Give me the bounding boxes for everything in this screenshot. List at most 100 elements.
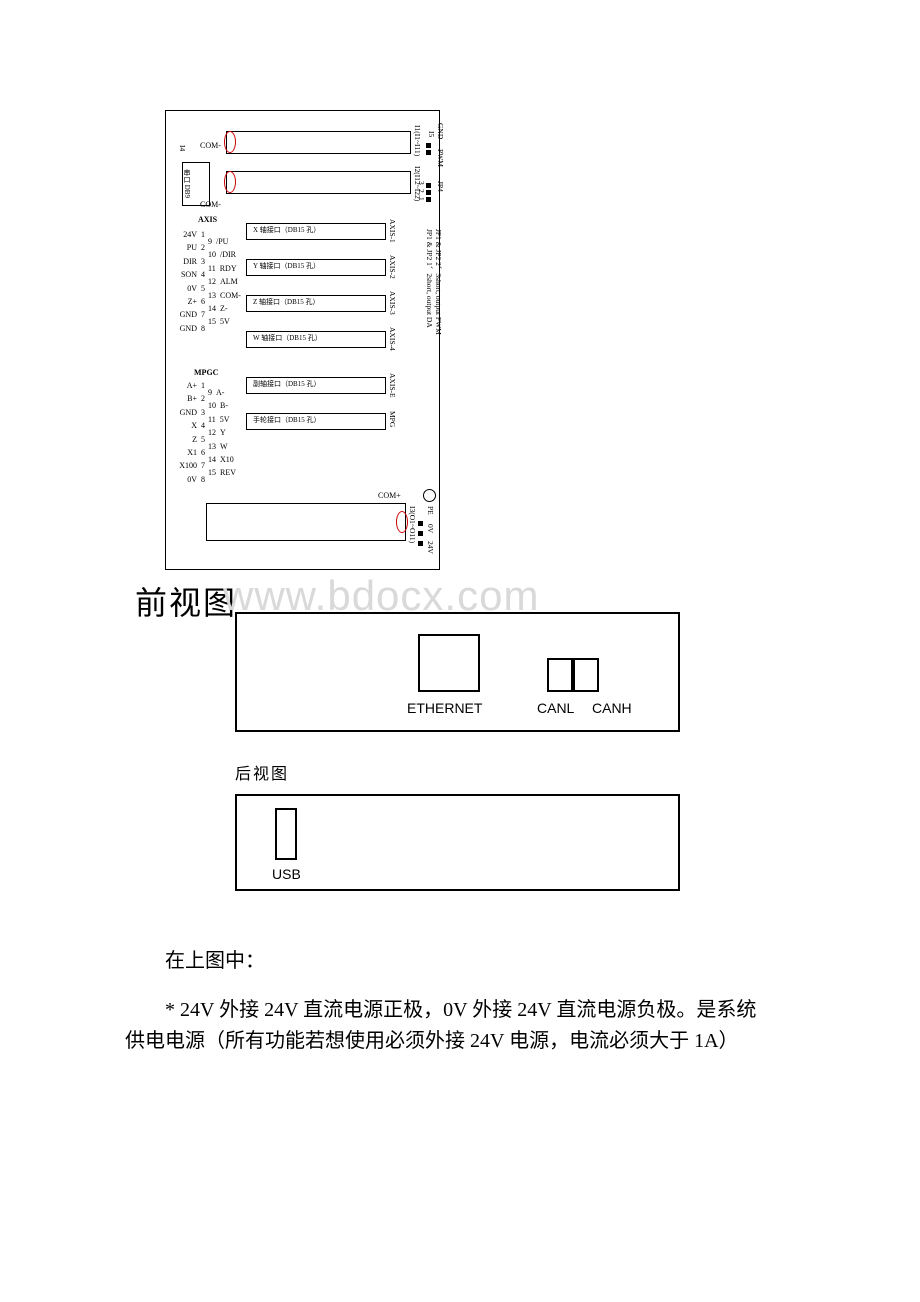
al6b: 7: [201, 310, 205, 319]
ar6b: 5V: [220, 317, 230, 326]
ar0b: /PU: [216, 237, 228, 246]
al0b: 1: [201, 230, 205, 239]
mr3b: Y: [220, 428, 226, 437]
al4b: 5: [201, 284, 205, 293]
ml5b: 6: [201, 448, 205, 457]
al7a: GND: [180, 324, 197, 333]
front-panel: ETHERNET CANL CANH: [235, 612, 680, 732]
ar2a: 11: [208, 264, 216, 273]
ml6b: 7: [201, 461, 205, 470]
mr3a: 12: [208, 428, 216, 437]
ml4a: Z: [192, 435, 197, 444]
i3-range: I3(O1~O11): [408, 506, 417, 543]
pe-hole: [423, 489, 436, 502]
i5-label: I5: [427, 131, 436, 137]
axis-right-col: 9 /PU 10 /DIR 11 RDY 12 ALM 13 COM- 14 Z…: [208, 235, 241, 329]
ar4b: COM-: [220, 291, 241, 300]
ar4a: 13: [208, 291, 216, 300]
com-plus: COM+: [378, 491, 401, 500]
al2a: DIR: [183, 257, 197, 266]
pwr-pin1: [418, 521, 423, 526]
ml3b: 4: [201, 421, 205, 430]
jp-pin5: [426, 197, 431, 202]
conn4-side: AXIS-E: [388, 373, 397, 398]
canh-label: CANH: [592, 700, 632, 716]
back-view-caption: 后视图: [235, 760, 820, 784]
canh-port: [573, 658, 599, 692]
canl-port: [547, 658, 573, 692]
conn-axis4: W 轴接口（DB15 孔）: [246, 331, 386, 348]
conn0-side: AXIS-1: [388, 219, 397, 243]
al3b: 4: [201, 270, 205, 279]
al2b: 3: [201, 257, 205, 266]
conn-axis1: X 轴接口（DB15 孔）: [246, 223, 386, 240]
pwr-pin3: [418, 541, 423, 546]
mr6a: 15: [208, 468, 216, 477]
al0a: 24V: [183, 230, 197, 239]
al3a: SON: [181, 270, 197, 279]
usb-port: [275, 808, 297, 860]
jp2: 2: [417, 189, 426, 193]
jp-pin3: [426, 183, 431, 188]
al1b: 2: [201, 243, 205, 252]
conn2-side: AXIS-3: [388, 291, 397, 315]
conn2-label: Z 轴接口（DB15 孔）: [253, 298, 320, 306]
conn5-label: 手轮接口（DB15 孔）: [253, 416, 320, 424]
mr2a: 11: [208, 415, 216, 424]
axis-left-col: 24V 1 PU 2 DIR 3 SON 4 0V 5 Z+ 6 GND 7 G…: [172, 228, 205, 335]
i4-label: I4: [178, 145, 187, 151]
mr4a: 13: [208, 442, 216, 451]
ar6a: 15: [208, 317, 216, 326]
mr1a: 10: [208, 401, 216, 410]
axis-header: AXIS: [198, 215, 217, 224]
ethernet-port: [418, 634, 480, 692]
ar1a: 10: [208, 250, 216, 259]
mr1b: B-: [220, 401, 228, 410]
para-1: 在上图中：: [125, 946, 775, 977]
jp-pin2: [426, 150, 431, 155]
db9-label: 串口 DB9: [183, 163, 191, 198]
ar2b: RDY: [220, 264, 237, 273]
usb-label: USB: [272, 866, 301, 882]
conn-axis3: Z 轴接口（DB15 孔）: [246, 295, 386, 312]
conn5-side: MPG: [388, 411, 397, 427]
para-2-text: * 24V 外接 24V 直流电源正极，0V 外接 24V 直流电源负极。是系统…: [125, 999, 756, 1052]
para-2: * 24V 外接 24V 直流电源正极，0V 外接 24V 直流电源负极。是系统…: [125, 995, 775, 1057]
mpg-header: MPGC: [194, 368, 218, 377]
conn-axis-e: 副轴接口（DB15 孔）: [246, 377, 386, 394]
mr2b: 5V: [220, 415, 230, 424]
al7b: 8: [201, 324, 205, 333]
i2-red-circle: [224, 171, 236, 193]
conn4-label: 副轴接口（DB15 孔）: [253, 380, 320, 388]
ar5b: Z-: [220, 304, 228, 313]
jp-pin4: [426, 190, 431, 195]
ar0a: 9: [208, 237, 212, 246]
conn1-label: Y 轴接口（DB15 孔）: [253, 262, 320, 270]
ar3b: ALM: [220, 277, 238, 286]
pwr-pin2: [418, 531, 423, 536]
al4a: 0V: [187, 284, 197, 293]
ml1a: B+: [187, 394, 197, 403]
i2-slot: [226, 171, 411, 194]
jp4-label: JP4: [436, 181, 445, 192]
jp3: 3: [417, 181, 426, 185]
ar3a: 12: [208, 277, 216, 286]
top-view-diagram: 串口 DB9 I4 I1(I1~I11) I2(I12~I22) COM- CO…: [165, 110, 440, 570]
gnd-label: GND: [436, 123, 445, 139]
mpg-left-col: A+ 1 B+ 2 GND 3 X 4 Z 5 X1 6 X100 7 0V 8: [172, 379, 205, 486]
i1-red-circle: [224, 131, 236, 153]
ml7a: 0V: [187, 475, 197, 484]
jp1: 1: [417, 197, 426, 201]
i3-red-circle: [396, 511, 408, 533]
com-minus-1: COM-: [200, 141, 221, 150]
v0-label: 0V: [426, 524, 435, 533]
mr5a: 14: [208, 455, 216, 464]
v24-label: 24V: [426, 541, 435, 554]
ar5a: 14: [208, 304, 216, 313]
conn3-side: AXIS-4: [388, 327, 397, 351]
al6a: GND: [180, 310, 197, 319]
back-panel: USB: [235, 794, 680, 891]
ethernet-label: ETHERNET: [407, 700, 482, 716]
ml5a: X1: [187, 448, 197, 457]
i3-slot: [206, 503, 406, 541]
